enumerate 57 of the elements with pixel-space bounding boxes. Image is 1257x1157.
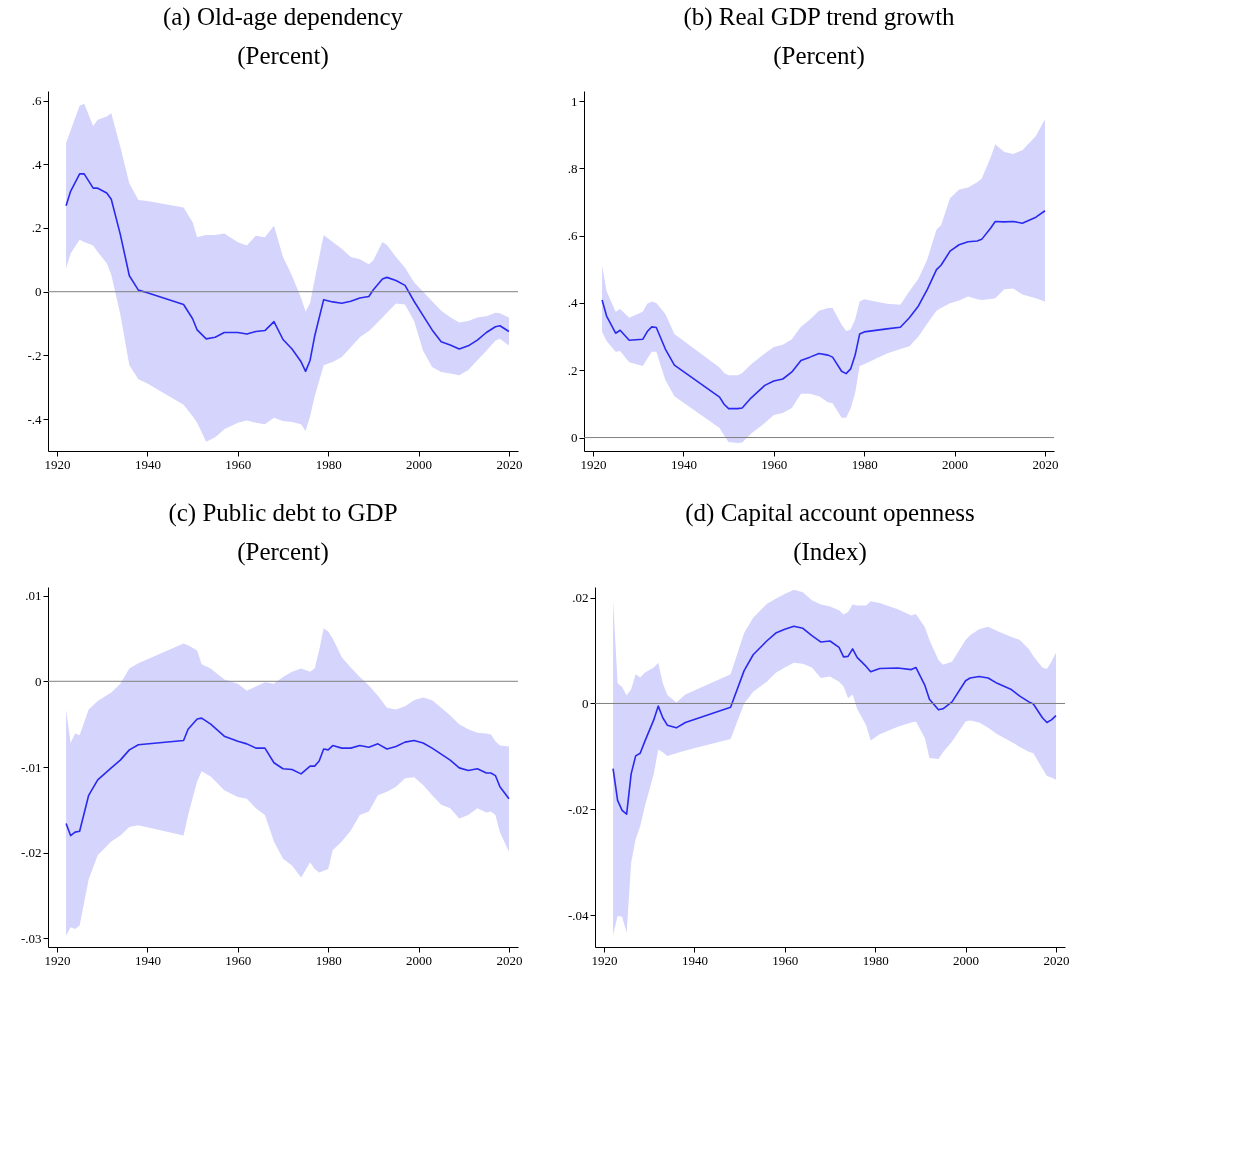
line-series	[601, 209, 1046, 410]
x-tick-label: 1960	[225, 456, 252, 472]
line-series	[65, 173, 510, 373]
y-tick-label: 0	[582, 695, 589, 711]
x-tick-label: 2000	[953, 952, 980, 968]
y-tick-label: -.03	[20, 930, 42, 946]
y-tick-label: -.2	[27, 347, 42, 363]
y-tick-label: .2	[567, 362, 578, 378]
chart-title: (d) Capital account openness	[685, 499, 975, 527]
x-tick-label: 2020	[496, 456, 523, 472]
y-tick-label: .2	[31, 220, 42, 236]
y-tick-label: -.4	[27, 411, 42, 427]
chart-subtitle: (Percent)	[237, 42, 329, 70]
chart-title: (b) Real GDP trend growth	[683, 3, 956, 31]
y-tick-label: 0	[35, 284, 42, 300]
y-tick-label: -.02	[567, 801, 589, 817]
x-tick-label: 2000	[406, 456, 433, 472]
y-tick-label: 1	[571, 93, 578, 109]
y-tick-label: .02	[572, 590, 589, 606]
x-tick-label: 1960	[225, 952, 252, 968]
line-series	[612, 625, 1057, 815]
x-tick-label: 2020	[496, 952, 523, 968]
x-tick-label: 1920	[44, 952, 71, 968]
line-series	[65, 717, 510, 837]
x-tick-label: 1960	[772, 952, 799, 968]
y-tick-label: .6	[31, 93, 42, 109]
y-tick-label: .4	[31, 156, 42, 172]
chart-subtitle: (Percent)	[237, 538, 329, 566]
y-tick-label: -.04	[567, 907, 589, 923]
y-tick-label: .01	[25, 588, 42, 604]
chart-title: (a) Old-age dependency	[162, 3, 404, 31]
x-tick-label: 1980	[315, 952, 342, 968]
y-tick-label: .8	[567, 160, 578, 176]
y-tick-label: -.01	[20, 759, 42, 775]
y-tick-label: .4	[567, 295, 578, 311]
chart-subtitle: (Index)	[793, 538, 867, 566]
y-tick-label: 0	[571, 430, 578, 446]
x-tick-label: 1940	[681, 952, 708, 968]
x-tick-label: 1980	[862, 952, 889, 968]
chart-title: (c) Public debt to GDP	[168, 499, 398, 527]
x-tick-label: 2000	[942, 456, 969, 472]
x-tick-label: 1940	[670, 456, 697, 472]
y-tick-label: -.02	[20, 845, 42, 861]
x-tick-label: 2020	[1043, 952, 1070, 968]
chart-subtitle: (Percent)	[773, 42, 865, 70]
x-tick-label: 1980	[315, 456, 342, 472]
x-tick-label: 2000	[406, 952, 433, 968]
x-tick-label: 1960	[761, 456, 788, 472]
x-tick-label: 1920	[44, 456, 71, 472]
x-tick-label: 1940	[134, 952, 161, 968]
x-tick-label: 1980	[851, 456, 878, 472]
x-tick-label: 2020	[1032, 456, 1059, 472]
y-tick-label: 0	[35, 673, 42, 689]
x-tick-label: 1920	[591, 952, 618, 968]
x-tick-label: 1920	[580, 456, 607, 472]
y-tick-label: .6	[567, 228, 578, 244]
x-tick-label: 1940	[134, 456, 161, 472]
